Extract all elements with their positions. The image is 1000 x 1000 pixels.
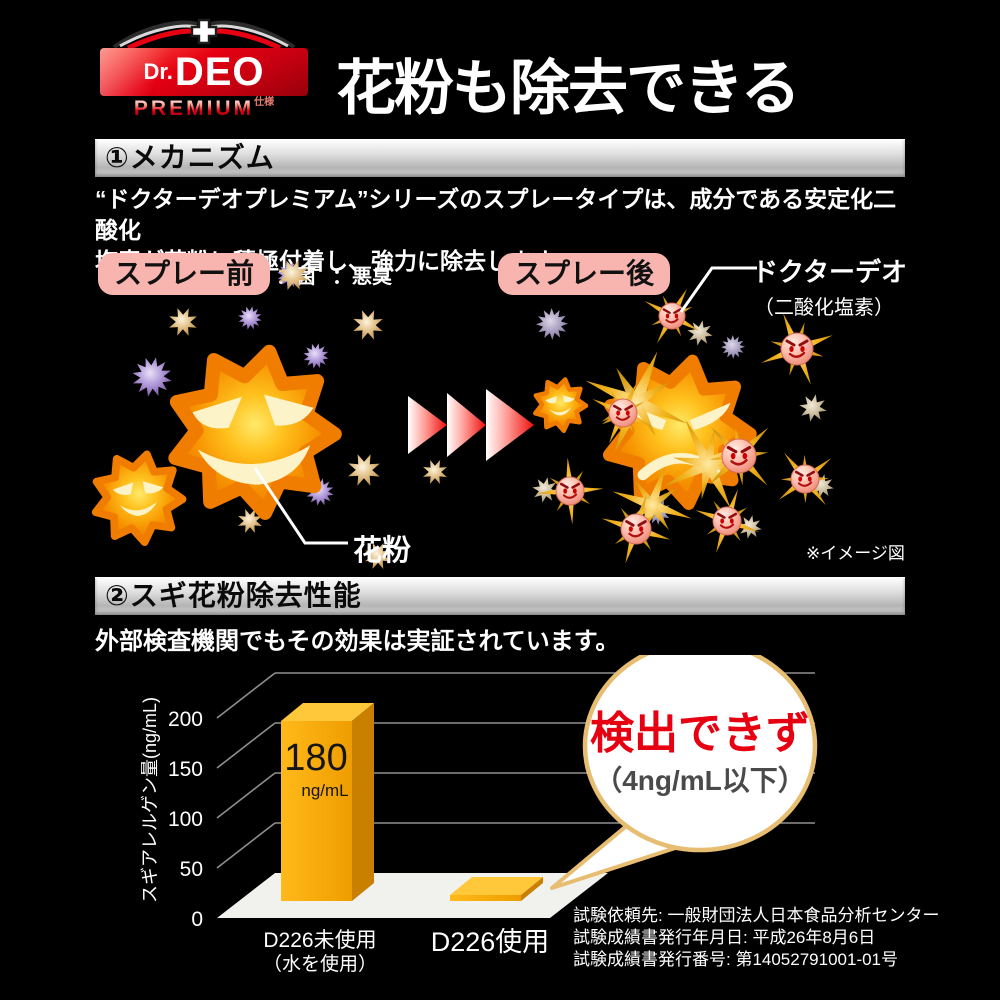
impact-flash-icon [585, 351, 687, 453]
bacteria-faded-icon [721, 335, 745, 359]
pollen-character [168, 344, 342, 520]
bar-value-label: 180 [284, 737, 347, 779]
wings-cross-icon [112, 18, 296, 48]
before-label: スプレー前 [98, 253, 271, 296]
deo-particle [536, 457, 604, 525]
bar-D226未使用 [281, 703, 374, 901]
deo-particle [601, 494, 671, 564]
mechanism-description: “ドクターデオプレミアム”シリーズのスプレータイプは、成分である安定化二酸化 塩… [95, 186, 897, 274]
test-note-line: 試験依頼先: 一般財団法人日本食品分析センター [573, 906, 940, 925]
odor-faded-icon [687, 320, 713, 346]
bubble-main-text: 検出できず [590, 709, 810, 758]
scene-legend: ：菌 ：悪臭 [276, 259, 392, 290]
section2-title: ②スギ花粉除去性能 [105, 580, 362, 611]
after-label: スプレー後 [498, 253, 671, 296]
bar-D226使用 [450, 877, 543, 901]
y-tick-label: 200 [168, 708, 203, 731]
odor-faded-icon [532, 477, 558, 503]
odor-faded-icon [799, 394, 827, 422]
allergen-chart: 0 50 100 150 200 スギアレルゲン量(ng/mL) 180 ng/mL D226未… [140, 655, 818, 975]
page-headline: 花粉も除去できる [336, 55, 801, 122]
mechanism-scene [91, 266, 834, 569]
y-tick-label: 100 [168, 808, 203, 831]
brand-box: Dr. DEO [100, 48, 308, 96]
odor-icon [238, 509, 262, 533]
arrow-right-icon [447, 393, 486, 457]
chart-floor [217, 873, 608, 918]
odor-icon [365, 543, 391, 569]
pollen-character [91, 450, 187, 547]
y-tick-label: 0 [191, 908, 203, 931]
result-bubble: 検出できず （4ng/mL以下） [550, 655, 818, 890]
deo-callout-line [679, 266, 757, 313]
y-axis-label: スギアレルゲン量(ng/mL) [140, 697, 160, 903]
deo-particle [644, 288, 700, 344]
brand-deo: DEO [174, 49, 265, 94]
image-note: ※イメージ図 [806, 544, 905, 563]
odor-icon [353, 310, 383, 340]
test-note-line: 試験成績書発行年月日: 平成26年8月6日 [573, 928, 876, 947]
section1-header: ①メカニズム [95, 139, 905, 177]
deo-particle [709, 426, 769, 486]
brand-logo: Dr. DEO PREMIUM仕様 [100, 18, 308, 130]
section2-header: ②スギ花粉除去性能 [95, 577, 905, 615]
medical-cross-icon [190, 18, 218, 45]
impact-flash-icon [612, 465, 692, 545]
deo-particle [592, 382, 654, 444]
x-sublabel-1: （水を使用） [263, 953, 377, 975]
deo-particle [761, 313, 833, 385]
arrow-right-icon [486, 389, 534, 461]
test-note-line: 試験成績書発行番号: 第14052791001-01号 [573, 950, 899, 969]
y-tick-label: 50 [180, 858, 203, 881]
deo-particle [778, 452, 832, 506]
deo-callout: ドクターデオ （二酸化塩素） [752, 257, 907, 319]
bar-unit-label: ng/mL [301, 781, 348, 800]
y-tick-label: 150 [168, 758, 203, 781]
brand-dr: Dr. [143, 59, 173, 84]
odor-icon [423, 460, 447, 484]
performance-lead: 外部検査機関でもその効果は実証されています。 [95, 628, 620, 655]
impact-flash-icon [663, 419, 753, 509]
section1-title: ①メカニズム [105, 142, 275, 173]
bubble-sub-text: （4ng/mL以下） [594, 764, 806, 796]
pollen-label: 花粉 [353, 535, 412, 567]
pollen-character [533, 377, 589, 434]
odor-faded-icon [738, 515, 762, 539]
x-label-1: D226未使用 [263, 929, 376, 952]
odor-icon [348, 454, 380, 486]
odor-icon [278, 259, 308, 290]
pollen-character [602, 354, 757, 510]
bacteria-icon [132, 357, 172, 397]
deo-particle [695, 489, 759, 553]
test-notes: 試験依頼先: 一般財団法人日本食品分析センター 試験成績書発行年月日: 平成26… [573, 905, 939, 971]
bacteria-faded-icon [536, 308, 568, 340]
arrow-right-icon [408, 396, 447, 454]
odor-icon [169, 308, 197, 336]
legend-item-odor: ：悪臭 [278, 259, 392, 290]
bacteria-icon [238, 306, 262, 330]
brand-premium: PREMIUM仕様 [133, 97, 275, 120]
pollen-callout-line [253, 467, 348, 545]
bacteria-icon [303, 343, 329, 369]
x-label-2: D226使用 [431, 927, 550, 957]
odor-faded-icon [810, 474, 834, 498]
